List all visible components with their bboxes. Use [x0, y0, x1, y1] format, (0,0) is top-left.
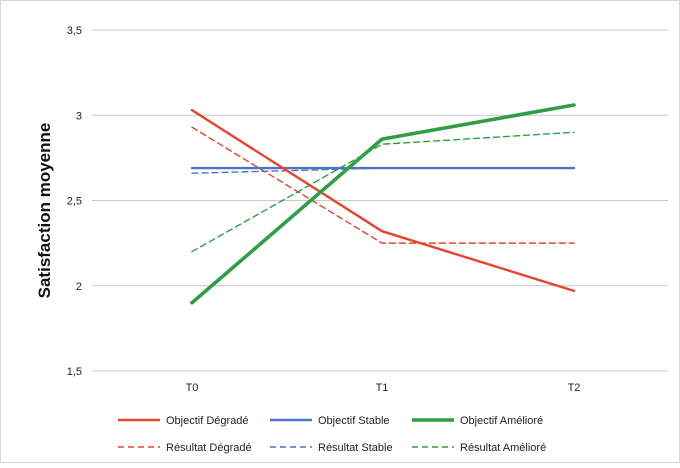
x-axis-ticks: T0 T1 T2: [186, 382, 581, 394]
y-tick-label: 1,5: [67, 366, 82, 378]
legend: Objectif Dégradé Objectif Stable Objectif …: [118, 415, 546, 454]
y-tick-label: 2: [76, 281, 82, 293]
y-tick-label: 3,5: [67, 25, 82, 37]
x-tick-label: T1: [376, 382, 389, 394]
series-lines: [190, 103, 576, 305]
legend-label: Objectif Amélioré: [460, 415, 543, 427]
series-line-r-sultat-am-lior-: [191, 131, 575, 253]
legend-label: Résultat Stable: [318, 442, 393, 454]
grid: [92, 29, 668, 372]
legend-label: Objectif Dégradé: [166, 415, 249, 427]
series-line-objectif-am-lior-: [190, 103, 576, 305]
legend-label: Résultat Amélioré: [460, 442, 546, 454]
legend-label: Résultat Dégradé: [166, 442, 252, 454]
series-line-r-sultat-d-grad-: [191, 126, 575, 244]
y-axis-ticks: 1,5 2 2,5 3 3,5: [67, 25, 82, 378]
x-tick-label: T2: [568, 382, 581, 394]
y-tick-label: 2,5: [67, 196, 82, 208]
y-tick-label: 3: [76, 110, 82, 122]
legend-label: Objectif Stable: [318, 415, 390, 427]
x-tick-label: T0: [186, 382, 199, 394]
series-line-objectif-d-grad-: [190, 108, 576, 293]
y-axis-label: Satisfaction moyenne: [35, 123, 54, 299]
